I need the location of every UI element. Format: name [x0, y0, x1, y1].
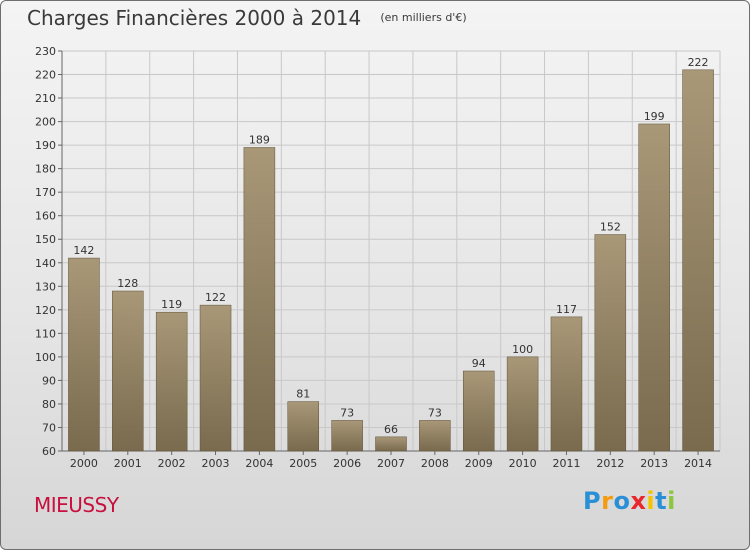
- title-row: Charges Financières 2000 à 2014 (en mill…: [27, 6, 467, 30]
- y-tick-label: 60: [42, 445, 56, 458]
- x-tick-label: 2011: [552, 457, 580, 470]
- y-tick-label: 230: [35, 45, 56, 58]
- data-label: 199: [644, 110, 665, 123]
- data-label: 142: [73, 244, 94, 257]
- data-label: 81: [296, 388, 310, 401]
- proxiti-logo[interactable]: Proxiti: [583, 487, 676, 515]
- bar: [594, 234, 627, 452]
- data-label: 222: [688, 56, 709, 69]
- chart-title: Charges Financières 2000 à 2014: [27, 6, 362, 30]
- x-tick-label: 2006: [333, 457, 361, 470]
- bar: [112, 290, 144, 452]
- logo-letter: r: [601, 487, 614, 515]
- x-tick-label: 2009: [465, 457, 493, 470]
- y-tick-label: 190: [35, 139, 56, 152]
- y-tick-label: 130: [35, 280, 56, 293]
- bar: [462, 370, 495, 452]
- y-tick-label: 80: [42, 398, 56, 411]
- data-label: 122: [205, 291, 226, 304]
- y-tick-label: 70: [42, 421, 56, 434]
- bar: [506, 356, 539, 452]
- y-tick-label: 150: [35, 233, 56, 246]
- x-tick-label: 2000: [70, 457, 98, 470]
- data-label: 73: [340, 406, 354, 419]
- y-tick-label: 140: [35, 257, 56, 270]
- logo-letter: i: [646, 487, 656, 515]
- data-label: 94: [472, 357, 486, 370]
- data-label: 66: [384, 423, 398, 436]
- y-tick-label: 200: [35, 116, 56, 129]
- y-tick-label: 160: [35, 210, 56, 223]
- x-tick-label: 2008: [421, 457, 449, 470]
- x-tick-label: 2004: [245, 457, 273, 470]
- x-tick-label: 2007: [377, 457, 405, 470]
- bars: [68, 69, 714, 452]
- bar: [638, 123, 670, 452]
- data-label: 117: [556, 303, 577, 316]
- logo-letter: t: [655, 487, 668, 515]
- bar: [243, 147, 276, 452]
- x-tick-label: 2010: [509, 457, 537, 470]
- y-tick-label: 180: [35, 163, 56, 176]
- logo-letter: x: [630, 487, 647, 515]
- y-tick-label: 90: [42, 374, 56, 387]
- bar: [419, 420, 451, 452]
- logo-letter: i: [667, 487, 676, 515]
- bar: [287, 401, 320, 452]
- y-tick-label: 100: [35, 351, 56, 364]
- data-label: 100: [512, 343, 533, 356]
- commune-name: MIEUSSY: [34, 493, 119, 517]
- logo-letter: P: [583, 487, 602, 515]
- x-tick-label: 2001: [114, 457, 142, 470]
- x-tick-label: 2013: [640, 457, 668, 470]
- data-label: 119: [161, 298, 182, 311]
- data-label: 152: [600, 221, 621, 234]
- bar: [550, 316, 583, 452]
- x-tick-label: 2002: [158, 457, 186, 470]
- bar: [375, 436, 407, 452]
- y-tick-label: 110: [35, 327, 56, 340]
- y-tick-label: 170: [35, 186, 56, 199]
- chart-subtitle: (en milliers d'€): [380, 11, 467, 24]
- y-tick-label: 210: [35, 92, 56, 105]
- bar: [68, 257, 100, 452]
- bar: [155, 311, 188, 452]
- logo-letter: o: [613, 487, 631, 515]
- x-tick-label: 2005: [289, 457, 317, 470]
- y-tick-label: 120: [35, 304, 56, 317]
- data-label: 128: [117, 277, 138, 290]
- x-tick-label: 2012: [596, 457, 624, 470]
- x-tick-label: 2014: [684, 457, 712, 470]
- bar: [331, 420, 363, 452]
- x-tick-label: 2003: [202, 457, 230, 470]
- bar: [199, 304, 232, 452]
- axes: 60 70 80 90 100 110 120 130 140 150 160 170 180 190 20…: [35, 45, 720, 470]
- data-label: 189: [249, 133, 270, 146]
- bar: [682, 69, 714, 452]
- y-tick-label: 220: [35, 69, 56, 82]
- data-label: 73: [428, 406, 442, 419]
- data-labels: 142 128 119 122 189 81 73 66 73 94 100 117 152 199 222: [73, 56, 708, 436]
